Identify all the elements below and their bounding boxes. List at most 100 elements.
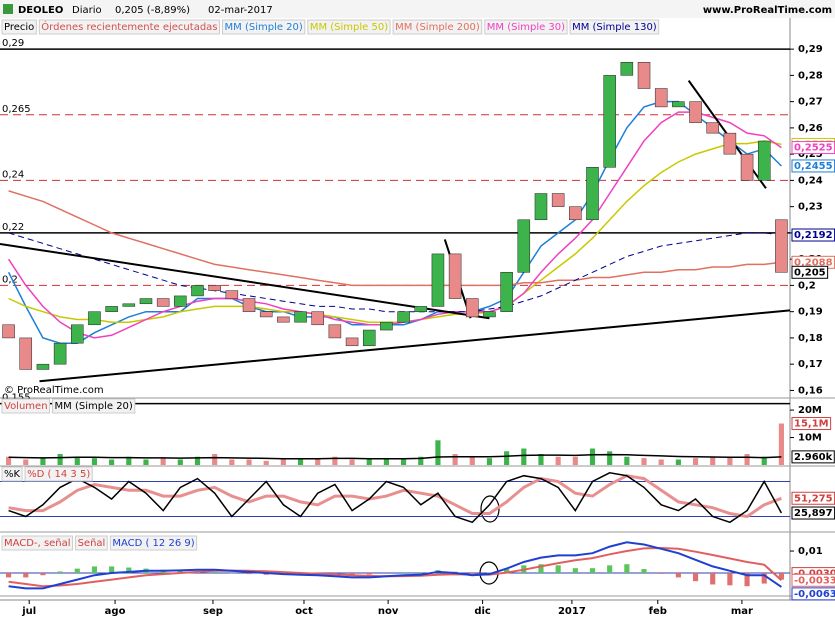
x-tick-label: nov xyxy=(378,606,399,617)
histogram-bar xyxy=(40,573,46,576)
candle xyxy=(517,219,531,273)
candle xyxy=(706,122,719,134)
level-label: 0,24 xyxy=(2,169,24,180)
candle xyxy=(208,285,221,291)
histogram-bar xyxy=(401,572,407,574)
volume-bar xyxy=(74,456,80,465)
last-value-label: 15,1M xyxy=(794,419,829,430)
volume-bar xyxy=(607,451,613,465)
trendline xyxy=(0,242,490,320)
y-tick-label: 0,27 xyxy=(798,97,823,108)
candle xyxy=(414,306,428,312)
legend-box xyxy=(24,466,93,482)
y-tick-label: 0,25 xyxy=(798,149,823,160)
legend-box xyxy=(109,535,198,551)
volume-bar xyxy=(126,456,132,465)
legend-item: MM (Simple 30) xyxy=(487,22,565,33)
histogram-bar xyxy=(469,573,475,574)
candle xyxy=(603,75,616,168)
histogram-bar xyxy=(246,573,252,575)
volume-bar xyxy=(418,456,424,465)
symbol: DEOLEO xyxy=(18,5,63,16)
volume-bar xyxy=(692,458,699,465)
y-tick-label: 0,29 xyxy=(798,44,823,55)
legend-box xyxy=(75,535,108,551)
histogram-bar xyxy=(126,567,132,574)
legend-item: Precio xyxy=(4,22,34,33)
legend-item: %K xyxy=(4,469,21,480)
volume-bar xyxy=(143,459,149,465)
histogram-bar xyxy=(6,573,12,578)
candle xyxy=(225,290,239,299)
volume-bar xyxy=(246,459,252,465)
volume-bar xyxy=(727,456,733,465)
trendline xyxy=(39,309,791,383)
volume-bar xyxy=(538,454,544,465)
legend-item: MACD-, señal xyxy=(4,538,71,549)
candle xyxy=(242,298,256,312)
x-tick-label: mar xyxy=(731,606,753,617)
candle xyxy=(689,101,702,123)
histogram-bar xyxy=(177,570,183,574)
volume-bar xyxy=(57,454,63,465)
volume-bar xyxy=(349,459,355,465)
series-line xyxy=(7,111,782,339)
x-tick-label: dic xyxy=(474,606,491,617)
histogram-bar xyxy=(675,573,681,578)
last-value-label: 0,2455 xyxy=(794,161,833,172)
x-tick-label: feb xyxy=(649,606,667,617)
x-tick-label: 2017 xyxy=(558,606,586,617)
volume-bar xyxy=(297,459,304,465)
y-tick-label: 0,18 xyxy=(798,333,823,344)
legend-box xyxy=(1,19,37,35)
volume-bar xyxy=(6,456,12,465)
level-label: 0,155 xyxy=(2,393,31,404)
legend-box xyxy=(1,466,23,482)
volume-bar xyxy=(383,458,389,465)
series-line xyxy=(7,100,782,344)
volume-bar xyxy=(194,456,201,465)
candle xyxy=(311,311,324,326)
legend-box xyxy=(392,19,483,35)
date: 02-mar-2017 xyxy=(208,5,273,16)
histogram-bar xyxy=(23,573,29,578)
histogram-bar xyxy=(366,573,372,575)
level-label: 0,2 xyxy=(2,274,18,285)
header-bar xyxy=(0,0,835,18)
x-tick-label: ago xyxy=(105,606,126,617)
legend-box xyxy=(222,19,306,35)
legend-item: MM (Simple 20) xyxy=(225,22,303,33)
candle xyxy=(740,153,754,181)
last-value-box xyxy=(791,573,835,587)
last-value-label: 0,2525 xyxy=(794,143,833,154)
volume-bar xyxy=(486,458,493,465)
y-tick-label: 0,16 xyxy=(798,385,823,396)
legend-box xyxy=(484,19,568,35)
volume-bar xyxy=(504,451,510,465)
annotation-circle xyxy=(480,495,500,523)
histogram-bar xyxy=(91,566,98,574)
histogram-bar xyxy=(692,573,699,582)
level-label: 0,29 xyxy=(2,38,24,49)
symbol-icon xyxy=(3,4,13,14)
volume-bar xyxy=(315,458,321,465)
legend-item: MM (Simple 130) xyxy=(572,22,657,33)
y-tick-label: 0,24 xyxy=(798,175,823,186)
histogram-bar xyxy=(57,571,63,574)
series-line xyxy=(8,190,782,287)
histogram-bar xyxy=(727,573,733,586)
histogram-bar xyxy=(538,564,544,574)
histogram-bar xyxy=(624,564,630,574)
candle xyxy=(277,316,290,323)
legend-box xyxy=(38,19,221,35)
volume-bar xyxy=(160,458,166,465)
period: Diario xyxy=(72,5,102,16)
legend-box xyxy=(307,19,391,35)
candle xyxy=(775,219,788,273)
volume-bar xyxy=(761,456,767,465)
last-value-label: 0,2192 xyxy=(794,230,833,241)
candle xyxy=(654,88,668,108)
candle xyxy=(397,311,410,323)
volume-bar xyxy=(91,458,98,465)
y-tick-label: 0,23 xyxy=(798,202,823,213)
